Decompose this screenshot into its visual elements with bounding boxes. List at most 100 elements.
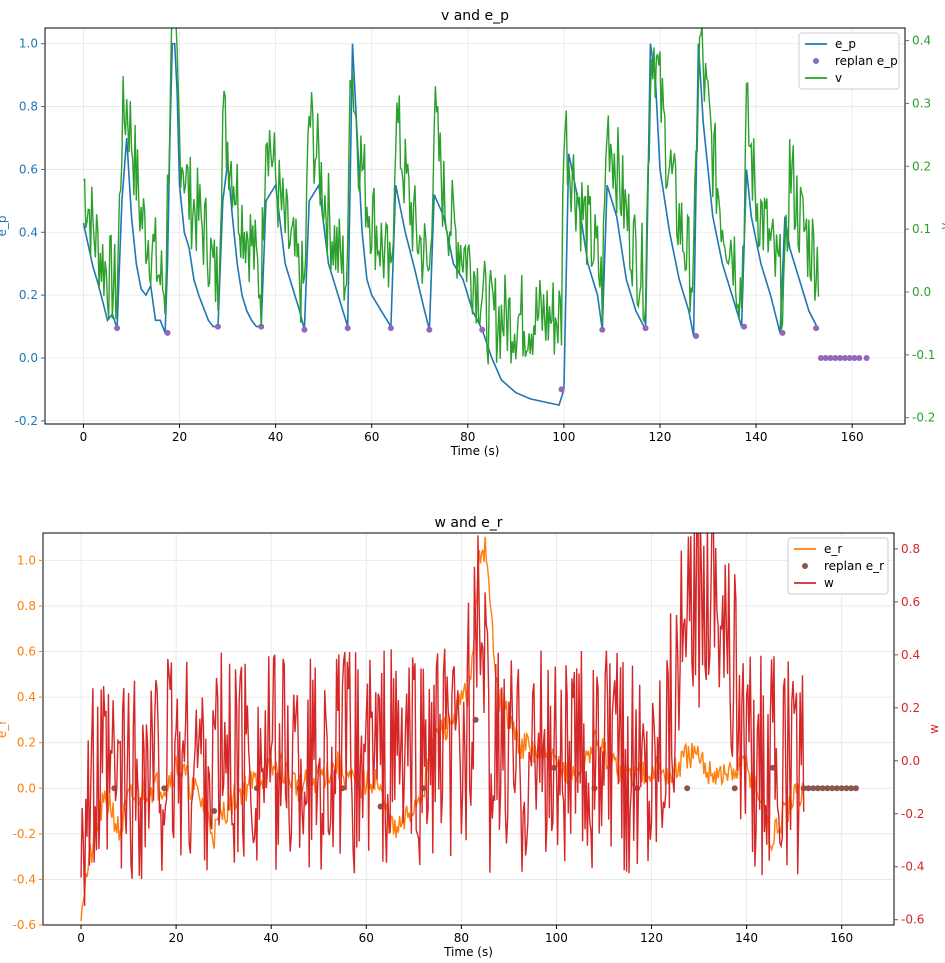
legend-label: replan e_p: [835, 54, 898, 68]
y-tick-label-right: -0.4: [901, 860, 924, 874]
scatter-point: [841, 355, 848, 361]
y-tick-label-right: 0.8: [901, 542, 920, 556]
y-tick-label-right: -0.1: [912, 348, 935, 362]
x-tick-label: 0: [80, 430, 88, 444]
y-tick-label-left: 0.2: [17, 736, 36, 750]
scatter-point: [741, 323, 748, 330]
chart-w-and-e-r: 0 20 40 60 80 100 120 140 160 -0.6 -0.4 -0.2 0.0 0.2 0…: [0, 515, 941, 959]
scatter-point: [813, 325, 820, 332]
y-axis-label-right: v: [938, 222, 945, 229]
x-tick-label: 80: [454, 931, 469, 945]
plot-area: [82, 28, 870, 407]
scatter-point: [599, 326, 606, 333]
y-tick-label-left: 0.0: [17, 781, 36, 795]
legend-label: v: [835, 71, 842, 85]
scatter-point: [829, 785, 836, 792]
y-tick-label-right: 0.2: [901, 701, 920, 715]
scatter-point: [344, 325, 351, 332]
scatter-point: [426, 326, 433, 333]
y-tick-label-left: -0.4: [13, 872, 36, 886]
x-tick-label: 0: [77, 931, 85, 945]
x-tick-label: 140: [745, 430, 768, 444]
x-tick-label: 20: [168, 931, 183, 945]
legend-marker: [802, 563, 808, 569]
chart-title: w and e_r: [434, 515, 502, 531]
scatter-point: [843, 785, 850, 792]
scatter-point: [837, 355, 844, 361]
y-tick-label-right: -0.6: [901, 913, 924, 927]
y-tick-label-left: 0.4: [19, 225, 38, 239]
y-tick-label-left: 0.0: [19, 351, 38, 365]
y-tick-label-left: 0.6: [19, 162, 38, 176]
scatter-point: [827, 355, 834, 361]
x-tick-label: 120: [640, 931, 663, 945]
scatter-point: [161, 785, 168, 792]
scatter-point: [479, 326, 486, 333]
y-tick-label-right: 0.4: [912, 34, 931, 48]
legend-box: [798, 32, 900, 90]
x-tick-label: 140: [735, 931, 758, 945]
plot-frame: [42, 532, 895, 926]
y-tick-label-right: 0.0: [901, 754, 920, 768]
legend-marker: [813, 58, 819, 64]
scatter-point: [558, 386, 565, 393]
y-axis-label-left: e_p: [0, 216, 9, 237]
y-tick-label-left: 0.8: [17, 599, 36, 613]
scatter-point: [863, 355, 870, 361]
scatter-point: [810, 785, 817, 792]
y-axis-label-right: w: [927, 724, 941, 734]
y-tick-label-right: 0.0: [912, 285, 931, 299]
scatter-point: [693, 333, 700, 339]
scatter-point: [838, 785, 845, 792]
scatter-point: [817, 355, 824, 361]
scatter-point: [387, 325, 394, 332]
scatter-point: [114, 325, 121, 332]
plot-area: [80, 533, 859, 921]
x-tick-label: 160: [841, 430, 864, 444]
x-tick-label: 120: [649, 430, 672, 444]
x-tick-label: 40: [268, 430, 283, 444]
series-line: [83, 28, 820, 365]
y-tick-label-left: -0.2: [15, 414, 38, 428]
y-tick-label-right: 0.3: [912, 96, 931, 110]
scatter-point: [164, 329, 171, 336]
y-tick-label-right: 0.2: [912, 159, 931, 173]
scatter-point: [856, 355, 863, 361]
x-tick-label: 160: [830, 931, 853, 945]
legend-label: replan e_r: [824, 559, 884, 573]
legend-box: [787, 537, 889, 595]
scatter-point: [822, 355, 829, 361]
plot-frame: [44, 27, 906, 425]
y-tick-label-left: 0.8: [19, 100, 38, 114]
x-tick-label: 100: [545, 931, 568, 945]
y-tick-label-left: 0.4: [17, 690, 36, 704]
y-tick-label-left: 0.2: [19, 288, 38, 302]
y-axis-label-left: e_r: [0, 720, 9, 738]
scatter-point: [846, 355, 853, 361]
x-tick-label: 60: [359, 931, 374, 945]
scatter-point: [214, 323, 221, 330]
scatter-point: [824, 785, 831, 792]
y-tick-label-right: -0.2: [912, 411, 935, 425]
y-tick-label-left: 1.0: [19, 37, 38, 51]
x-axis-label: Time (s): [450, 444, 500, 458]
legend-label: e_r: [824, 542, 842, 556]
scatter-point: [832, 355, 839, 361]
scatter-point: [642, 325, 649, 332]
scatter-point: [301, 326, 308, 333]
y-tick-label-right: 0.4: [901, 648, 920, 662]
scatter-point: [833, 785, 840, 792]
y-tick-label-left: 1.0: [17, 553, 36, 567]
x-tick-label: 80: [460, 430, 475, 444]
series-line: [82, 42, 820, 407]
series-line: [80, 533, 805, 907]
legend-label: e_p: [835, 37, 856, 51]
scatter-point: [852, 785, 859, 792]
scatter-point: [805, 785, 812, 792]
legend-label: w: [824, 576, 834, 590]
x-axis-label: Time (s): [443, 945, 493, 959]
scatter-point: [258, 323, 265, 330]
